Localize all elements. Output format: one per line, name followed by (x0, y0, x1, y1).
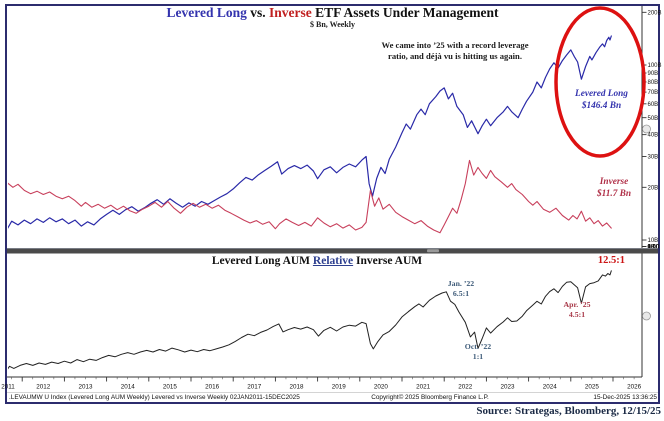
annotation-apr25-value: 4.5:1 (568, 309, 586, 319)
aum-axis-tick-label: 70B (648, 90, 659, 96)
aum-axis-tick-label: 50B (648, 116, 659, 122)
title-vs: vs. (246, 5, 269, 20)
title-levered-long: Levered Long (166, 5, 247, 20)
levered-long-line (8, 35, 612, 229)
levered-long-callout: Levered Long $146.4 Bn (553, 89, 650, 112)
inverse-callout: Inverse $11.7 Bn (576, 177, 652, 200)
ratio-title-part1: Levered Long AUM (211, 255, 313, 267)
annotation-oct22-value: 1:1 (472, 351, 484, 361)
inverse-callout-value: $11.7 Bn (596, 188, 632, 199)
year-label: 2013 (78, 384, 93, 391)
ratio-axis-tick-label: 0.60 (648, 245, 660, 251)
annotation-apr25-date: Apr. ’25 (563, 300, 591, 309)
year-label: 2023 (500, 384, 515, 391)
splitter-handle[interactable] (427, 249, 439, 253)
year-label: 2018 (289, 384, 304, 391)
latest-ratio-label: 12.5:1 (597, 255, 625, 266)
annotation-apr25: Apr. ’25 4.5:1 (546, 300, 608, 319)
aum-axis-tick-label: 90B (648, 71, 659, 77)
aum-axis-tick-label: 200B (648, 10, 662, 16)
aum-axis-tick-label: 100B (648, 63, 662, 69)
levered-long-callout-name: Levered Long (575, 89, 628, 99)
ratio-title-relative: Relative (312, 255, 354, 267)
statusbar-ticker-text: .LEVAUMW U Index (Levered Long AUM Weekl… (9, 394, 300, 401)
year-label: 2022 (458, 384, 473, 391)
aum-axis-tick-label: 10B (648, 238, 659, 244)
source-note: Source: Strategas, Bloomberg, 12/15/25 (476, 405, 661, 417)
year-label: 2020 (374, 384, 389, 391)
ratio-title-part2: Inverse AUM (353, 255, 423, 267)
aum-axis-tick-label: 40B (648, 133, 659, 139)
year-label: 2012 (36, 384, 51, 391)
ratio-axis-tick-label: 2.00 (648, 245, 660, 251)
inverse-line (8, 159, 612, 234)
year-label: 2015 (163, 384, 178, 391)
ratio-line (8, 270, 612, 370)
annotation-oct22-date: Oct. ’22 (464, 342, 492, 351)
aum-axis-tick-label: 30B (648, 155, 659, 161)
year-label: 2019 (332, 384, 347, 391)
year-label: 2025 (585, 384, 600, 391)
aum-axis-tick-label: 60B (648, 102, 659, 108)
annotation-oct22: Oct. ’22 1:1 (448, 342, 508, 361)
year-label: 2017 (247, 384, 262, 391)
ratio-axis-tick-label: 6.00 (648, 245, 660, 251)
ratio-axis-tick-label: 4.00 (648, 245, 660, 251)
annotation-jan22-value: 6.5:1 (452, 288, 470, 298)
page-title: Levered Long vs. Inverse ETF Assets Unde… (7, 5, 658, 21)
aum-axis-tick-label: 20B (648, 185, 659, 191)
title-inverse: Inverse (269, 5, 312, 20)
year-label: 2021 (416, 384, 431, 391)
aum-axis-tick-label: 80B (648, 80, 659, 86)
year-label: 2011 (1, 384, 15, 391)
statusbar-timestamp: 15-Dec-2025 13:36:25 (593, 394, 657, 401)
statusbar-copyright: Copyright© 2025 Bloomberg Finance L.P. (371, 394, 489, 401)
ratio-axis-tick-label: 1.00 (648, 245, 660, 251)
chart-frame (5, 4, 660, 404)
levered-long-callout-value: $146.4 Bn (581, 100, 622, 111)
aum-axis-tick-label: 9B (648, 245, 655, 251)
year-label: 2026 (627, 384, 642, 391)
ratio-axis-scroll-thumb[interactable] (642, 311, 651, 321)
aum-axis-scroll-thumb[interactable] (642, 124, 651, 134)
commentary-note: We came into ’25 with a record leverage … (345, 40, 565, 62)
commentary-line1: We came into ’25 with a record leverage (381, 40, 529, 50)
year-label: 2016 (205, 384, 220, 391)
year-label: 2014 (121, 384, 136, 391)
panel-splitter[interactable] (7, 248, 658, 254)
inverse-callout-name: Inverse (599, 177, 629, 187)
chart-subtitle: $ Bn, Weekly (310, 20, 355, 29)
title-rest: ETF Assets Under Management (311, 5, 499, 20)
annotation-jan22-date: Jan. ’22 (447, 279, 475, 288)
annotation-jan22: Jan. ’22 6.5:1 (431, 279, 491, 298)
ratio-panel-title: Levered Long AUM Relative Inverse AUM (7, 255, 627, 267)
commentary-line2: ratio, and déjà vu is hitting us again. (388, 51, 522, 61)
highlight-circle-annotation (554, 6, 646, 158)
ratio-axis-tick-label: 10 (648, 245, 655, 251)
year-label: 2024 (543, 384, 558, 391)
